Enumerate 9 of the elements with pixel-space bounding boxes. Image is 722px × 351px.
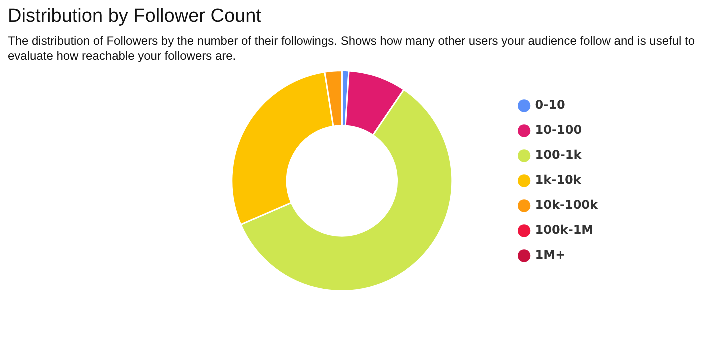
legend-label: 1M+ [535,248,566,262]
legend-label: 100-1k [535,148,583,162]
legend-label: 1k-10k [535,173,582,188]
chart-title: Distribution by Follower Count [8,6,262,28]
legend-label: 0-10 [535,98,566,112]
legend-label: 100k-1M [535,223,594,238]
legend-label: 10k-100k [535,198,600,212]
chart-subtitle: The distribution of Followers by the number of their followings. Shows how many other users your audience follow and is useful to evaluate how reachable your followers are. [8,34,696,64]
legend-label: 10-100 [535,123,582,138]
